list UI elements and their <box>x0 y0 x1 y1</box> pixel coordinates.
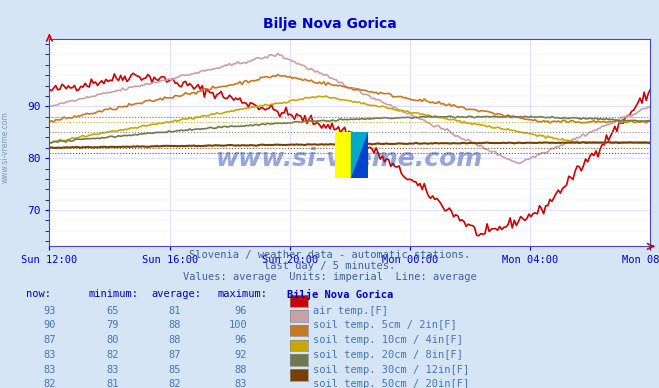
Polygon shape <box>351 132 368 178</box>
Text: 85: 85 <box>169 365 181 375</box>
Text: soil temp. 30cm / 12in[F]: soil temp. 30cm / 12in[F] <box>313 365 469 375</box>
Polygon shape <box>335 132 351 178</box>
Text: Bilje Nova Gorica: Bilje Nova Gorica <box>287 289 393 300</box>
Text: 81: 81 <box>106 379 119 388</box>
Text: 90: 90 <box>43 320 56 331</box>
Text: now:: now: <box>26 289 51 299</box>
Text: 65: 65 <box>106 306 119 316</box>
Text: 100: 100 <box>229 320 247 331</box>
Text: 88: 88 <box>169 335 181 345</box>
Text: air temp.[F]: air temp.[F] <box>313 306 388 316</box>
Text: 83: 83 <box>106 365 119 375</box>
Text: 93: 93 <box>43 306 56 316</box>
Polygon shape <box>351 132 368 178</box>
Text: Slovenia / weather data - automatic stations.: Slovenia / weather data - automatic stat… <box>189 250 470 260</box>
Text: 92: 92 <box>235 350 247 360</box>
Text: 81: 81 <box>169 306 181 316</box>
Text: soil temp. 50cm / 20in[F]: soil temp. 50cm / 20in[F] <box>313 379 469 388</box>
Text: www.si-vreme.com: www.si-vreme.com <box>1 111 10 184</box>
Text: soil temp. 10cm / 4in[F]: soil temp. 10cm / 4in[F] <box>313 335 463 345</box>
Text: 82: 82 <box>106 350 119 360</box>
Text: last day / 5 minutes.: last day / 5 minutes. <box>264 261 395 271</box>
Text: Bilje Nova Gorica: Bilje Nova Gorica <box>263 17 396 31</box>
Text: 96: 96 <box>235 306 247 316</box>
Text: Values: average  Units: imperial  Line: average: Values: average Units: imperial Line: av… <box>183 272 476 282</box>
Text: average:: average: <box>152 289 202 299</box>
Text: 82: 82 <box>43 379 56 388</box>
Text: 79: 79 <box>106 320 119 331</box>
Text: 87: 87 <box>169 350 181 360</box>
Text: www.si-vreme.com: www.si-vreme.com <box>216 147 484 171</box>
Text: 96: 96 <box>235 335 247 345</box>
Text: minimum:: minimum: <box>89 289 139 299</box>
Text: 88: 88 <box>235 365 247 375</box>
Text: maximum:: maximum: <box>217 289 268 299</box>
Text: 83: 83 <box>235 379 247 388</box>
Text: 80: 80 <box>106 335 119 345</box>
Text: 88: 88 <box>169 320 181 331</box>
Text: 83: 83 <box>43 365 56 375</box>
Text: 87: 87 <box>43 335 56 345</box>
Text: soil temp. 5cm / 2in[F]: soil temp. 5cm / 2in[F] <box>313 320 457 331</box>
Text: 83: 83 <box>43 350 56 360</box>
Text: 82: 82 <box>169 379 181 388</box>
Text: soil temp. 20cm / 8in[F]: soil temp. 20cm / 8in[F] <box>313 350 463 360</box>
